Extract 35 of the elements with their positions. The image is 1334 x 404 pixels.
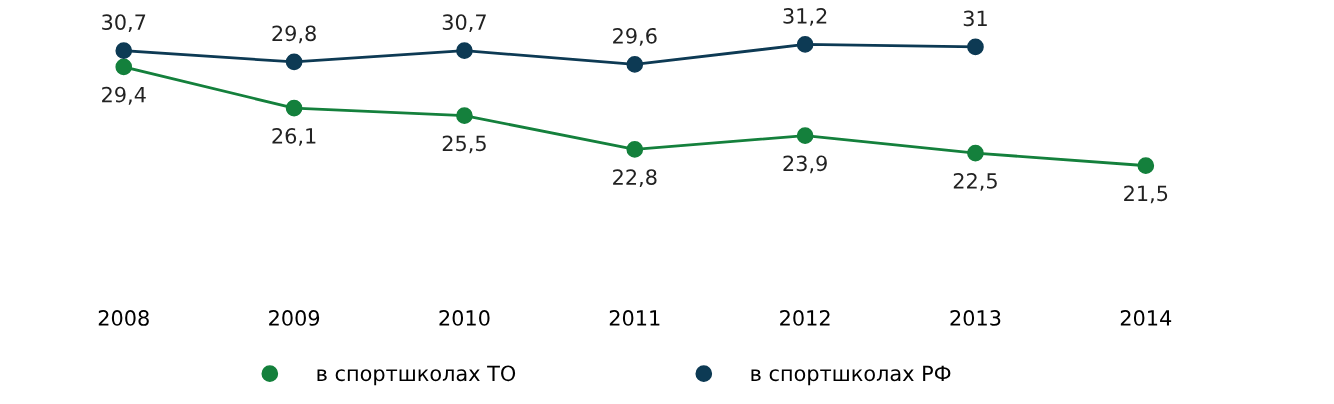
point	[1137, 157, 1155, 174]
point	[115, 58, 133, 76]
legend-label: в спортшколах ТО	[317, 365, 516, 386]
x-tick-label: 2013	[950, 310, 1001, 326]
data-label: 29,4	[102, 86, 146, 105]
point	[285, 53, 303, 71]
data-label: 22,8	[613, 169, 657, 188]
data-label: 29,8	[272, 25, 316, 44]
data-label: 26,1	[272, 127, 316, 146]
point	[285, 99, 303, 117]
data-label: 23,9	[783, 155, 827, 174]
data-label: 31,2	[783, 7, 827, 26]
x-tick-label: 2010	[439, 310, 490, 326]
x-tick-label: 2009	[269, 310, 320, 326]
point	[796, 127, 814, 144]
point	[626, 56, 644, 73]
point	[456, 107, 473, 124]
data-label: 22,5	[953, 172, 997, 191]
data-label: 25,5	[442, 135, 486, 154]
legend-label: в спортшколах РФ	[751, 365, 951, 386]
data-label: 31	[963, 10, 987, 27]
point	[967, 38, 984, 56]
data-label: 30,7	[442, 14, 486, 33]
point	[456, 42, 473, 60]
point	[796, 36, 814, 53]
x-tick-label: 2011	[609, 310, 660, 326]
data-label: 29,6	[613, 27, 657, 46]
data-label: 30,7	[102, 14, 146, 33]
data-label: 21,5	[1124, 185, 1168, 204]
x-tick-label: 2014	[1120, 310, 1172, 326]
point	[626, 141, 644, 158]
point	[967, 144, 984, 162]
point	[115, 42, 133, 60]
x-tick-label: 2008	[98, 310, 149, 326]
x-tick-label: 2012	[780, 310, 830, 326]
